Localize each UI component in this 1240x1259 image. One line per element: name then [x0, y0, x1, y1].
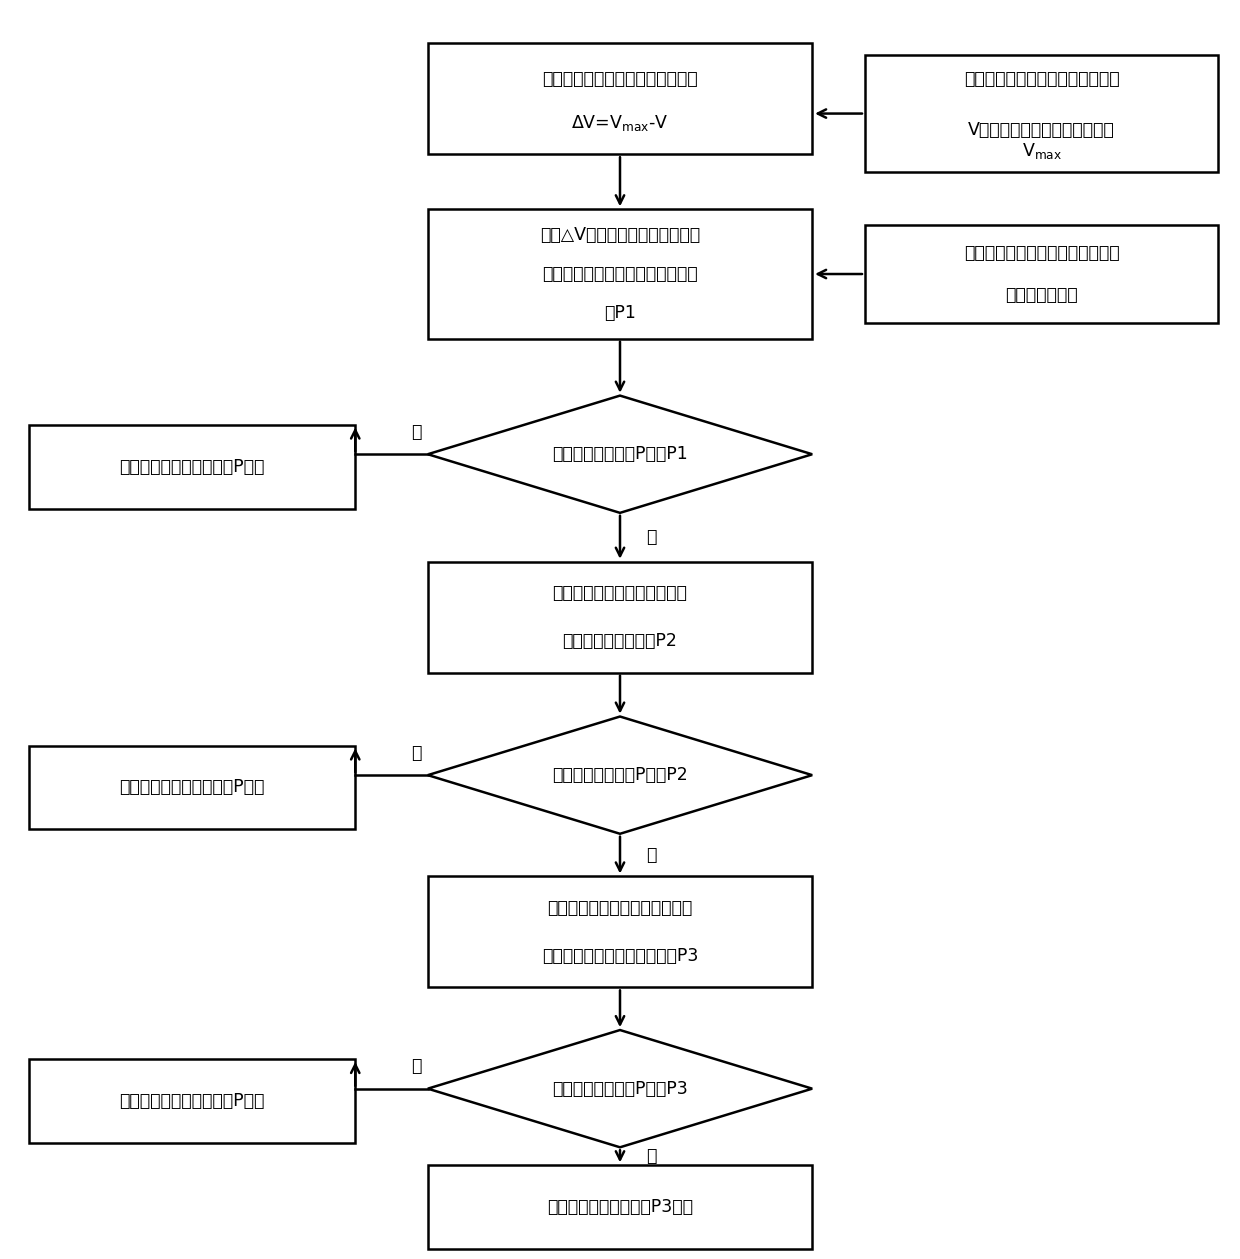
Text: V和电力设备长期运行电压上限: V和电力设备长期运行电压上限 — [968, 121, 1115, 138]
FancyBboxPatch shape — [428, 43, 812, 155]
Text: 是: 是 — [646, 529, 656, 546]
Text: 优化直流无功交换控制阈值，: 优化直流无功交换控制阈值， — [553, 584, 687, 602]
Polygon shape — [428, 1030, 812, 1147]
Text: 直流送出需求功率P大于P2: 直流送出需求功率P大于P2 — [552, 767, 688, 784]
Text: 值P1: 值P1 — [604, 305, 636, 322]
Polygon shape — [428, 395, 812, 512]
Text: 否: 否 — [412, 423, 422, 441]
FancyBboxPatch shape — [29, 745, 355, 830]
Text: 定安控切机策略: 定安控切机策略 — [1006, 287, 1078, 305]
Text: 否: 否 — [412, 1058, 422, 1075]
Text: 功交换控制阈值计算直流输电功率: 功交换控制阈值计算直流输电功率 — [542, 264, 698, 283]
Text: 根据△V、安控切机策略和直流无: 根据△V、安控切机策略和直流无 — [539, 225, 701, 244]
Text: 确定电网日常运行电压上限的最小: 确定电网日常运行电压上限的最小 — [963, 69, 1120, 88]
Text: 直流送出需求功率P大于P1: 直流送出需求功率P大于P1 — [552, 446, 688, 463]
FancyBboxPatch shape — [29, 1059, 355, 1143]
FancyBboxPatch shape — [428, 876, 812, 987]
Text: 根据直流闭锁后系统稳定要求，确: 根据直流闭锁后系统稳定要求，确 — [963, 243, 1120, 262]
Text: 直流系统按送出需求功率P运行: 直流系统按送出需求功率P运行 — [119, 778, 265, 797]
Text: 直流系统按送出需求功率P运行: 直流系统按送出需求功率P运行 — [119, 457, 265, 476]
Text: 计算直流输电功率值P2: 计算直流输电功率值P2 — [563, 632, 677, 651]
Text: $\mathregular{\Delta}$V=V$_{\mathregular{max}}$-V: $\mathregular{\Delta}$V=V$_{\mathregular… — [572, 113, 668, 133]
FancyBboxPatch shape — [428, 209, 812, 339]
Text: V$_{\mathregular{max}}$: V$_{\mathregular{max}}$ — [1022, 141, 1061, 161]
Polygon shape — [428, 716, 812, 833]
Text: 计算电网可以承受的稳态电压波动: 计算电网可以承受的稳态电压波动 — [542, 69, 698, 88]
FancyBboxPatch shape — [866, 55, 1218, 172]
FancyBboxPatch shape — [428, 562, 812, 672]
Text: 直流送出需求功率P大于P3: 直流送出需求功率P大于P3 — [552, 1080, 688, 1098]
Text: 否: 否 — [412, 744, 422, 762]
FancyBboxPatch shape — [866, 224, 1218, 324]
Text: 直流系统按输电功率值P3运行: 直流系统按输电功率值P3运行 — [547, 1199, 693, 1216]
Text: 是: 是 — [646, 1147, 656, 1166]
Text: 是: 是 — [646, 846, 656, 864]
Text: 采取联切空载线路和低压电容器: 采取联切空载线路和低压电容器 — [547, 899, 693, 917]
FancyBboxPatch shape — [428, 1165, 812, 1249]
Text: 的措施，计算直流输电功率值P3: 的措施，计算直流输电功率值P3 — [542, 947, 698, 966]
Text: 直流系统按送出需求功率P运行: 直流系统按送出需求功率P运行 — [119, 1092, 265, 1110]
FancyBboxPatch shape — [29, 424, 355, 509]
